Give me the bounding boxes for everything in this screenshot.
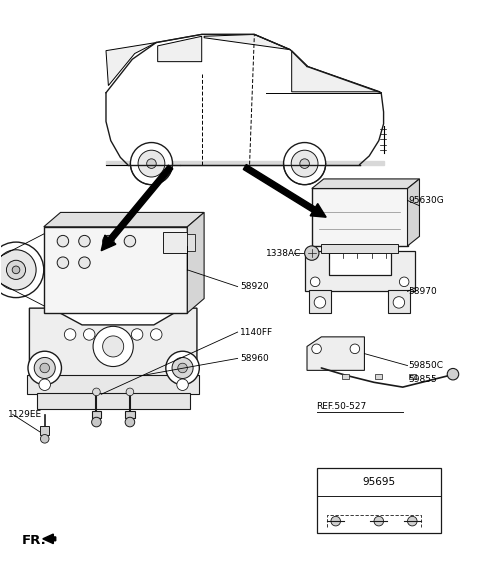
Bar bbox=[125, 411, 135, 418]
Circle shape bbox=[57, 257, 69, 268]
Text: FR.: FR. bbox=[22, 533, 47, 547]
Circle shape bbox=[350, 344, 360, 354]
Polygon shape bbox=[388, 290, 410, 313]
Polygon shape bbox=[310, 290, 331, 313]
Polygon shape bbox=[43, 534, 56, 544]
Bar bbox=[312, 188, 408, 246]
Circle shape bbox=[93, 388, 100, 396]
Text: 1129EE: 1129EE bbox=[8, 410, 42, 419]
Text: 1338AC: 1338AC bbox=[266, 249, 301, 258]
Bar bbox=[187, 234, 194, 251]
Polygon shape bbox=[292, 51, 380, 92]
Circle shape bbox=[399, 277, 409, 287]
Text: 59850C: 59850C bbox=[408, 361, 444, 370]
Bar bbox=[44, 227, 187, 313]
Circle shape bbox=[166, 351, 199, 385]
Circle shape bbox=[12, 266, 20, 274]
Circle shape bbox=[0, 242, 44, 298]
Circle shape bbox=[291, 150, 318, 177]
Circle shape bbox=[172, 357, 193, 379]
Circle shape bbox=[93, 327, 133, 366]
Bar bbox=[409, 374, 416, 379]
Polygon shape bbox=[312, 179, 420, 188]
Polygon shape bbox=[204, 34, 290, 50]
Circle shape bbox=[6, 260, 25, 279]
Circle shape bbox=[305, 246, 319, 260]
Circle shape bbox=[331, 516, 340, 526]
Text: 58960: 58960 bbox=[240, 354, 269, 363]
Bar bbox=[322, 244, 398, 253]
Circle shape bbox=[151, 329, 162, 340]
Circle shape bbox=[138, 150, 165, 177]
Circle shape bbox=[147, 159, 156, 168]
Bar bbox=[163, 232, 187, 253]
Polygon shape bbox=[106, 161, 384, 165]
Circle shape bbox=[132, 329, 143, 340]
Polygon shape bbox=[106, 43, 156, 86]
Polygon shape bbox=[305, 251, 415, 291]
Polygon shape bbox=[408, 179, 420, 246]
Circle shape bbox=[0, 250, 36, 290]
Bar bbox=[342, 374, 348, 379]
Text: 58920: 58920 bbox=[240, 282, 269, 291]
Polygon shape bbox=[307, 337, 364, 370]
Circle shape bbox=[28, 351, 61, 385]
Circle shape bbox=[64, 329, 76, 340]
Text: 95630G: 95630G bbox=[408, 196, 444, 205]
Bar bbox=[375, 374, 382, 379]
Circle shape bbox=[40, 435, 49, 443]
Polygon shape bbox=[243, 165, 326, 217]
Polygon shape bbox=[27, 375, 199, 394]
Polygon shape bbox=[101, 165, 173, 251]
Polygon shape bbox=[29, 308, 197, 377]
Circle shape bbox=[84, 329, 95, 340]
Circle shape bbox=[34, 357, 55, 379]
Circle shape bbox=[408, 516, 417, 526]
Circle shape bbox=[40, 363, 49, 373]
Bar bbox=[92, 411, 101, 418]
Circle shape bbox=[374, 516, 384, 526]
Circle shape bbox=[314, 297, 325, 308]
Polygon shape bbox=[44, 213, 204, 227]
Circle shape bbox=[124, 235, 136, 247]
Polygon shape bbox=[187, 213, 204, 313]
Circle shape bbox=[393, 297, 405, 308]
Text: REF.50-527: REF.50-527 bbox=[317, 402, 367, 411]
Circle shape bbox=[39, 379, 50, 391]
Circle shape bbox=[92, 417, 101, 427]
Circle shape bbox=[312, 344, 322, 354]
Text: 58970: 58970 bbox=[408, 287, 437, 296]
Circle shape bbox=[177, 379, 188, 391]
Circle shape bbox=[79, 257, 90, 268]
Polygon shape bbox=[157, 36, 202, 62]
Circle shape bbox=[126, 388, 134, 396]
Circle shape bbox=[125, 417, 135, 427]
Text: 59855: 59855 bbox=[408, 376, 437, 384]
Circle shape bbox=[311, 277, 320, 287]
Bar bbox=[40, 426, 49, 435]
Text: 1140FF: 1140FF bbox=[240, 328, 273, 336]
Circle shape bbox=[284, 143, 325, 184]
Circle shape bbox=[178, 363, 187, 373]
Text: 95695: 95695 bbox=[362, 477, 396, 487]
Circle shape bbox=[447, 368, 459, 380]
Circle shape bbox=[103, 336, 124, 357]
Circle shape bbox=[131, 143, 172, 184]
Circle shape bbox=[79, 235, 90, 247]
Bar bbox=[317, 469, 441, 533]
Circle shape bbox=[300, 159, 310, 168]
Bar bbox=[36, 394, 190, 409]
Circle shape bbox=[57, 235, 69, 247]
Circle shape bbox=[103, 235, 114, 247]
